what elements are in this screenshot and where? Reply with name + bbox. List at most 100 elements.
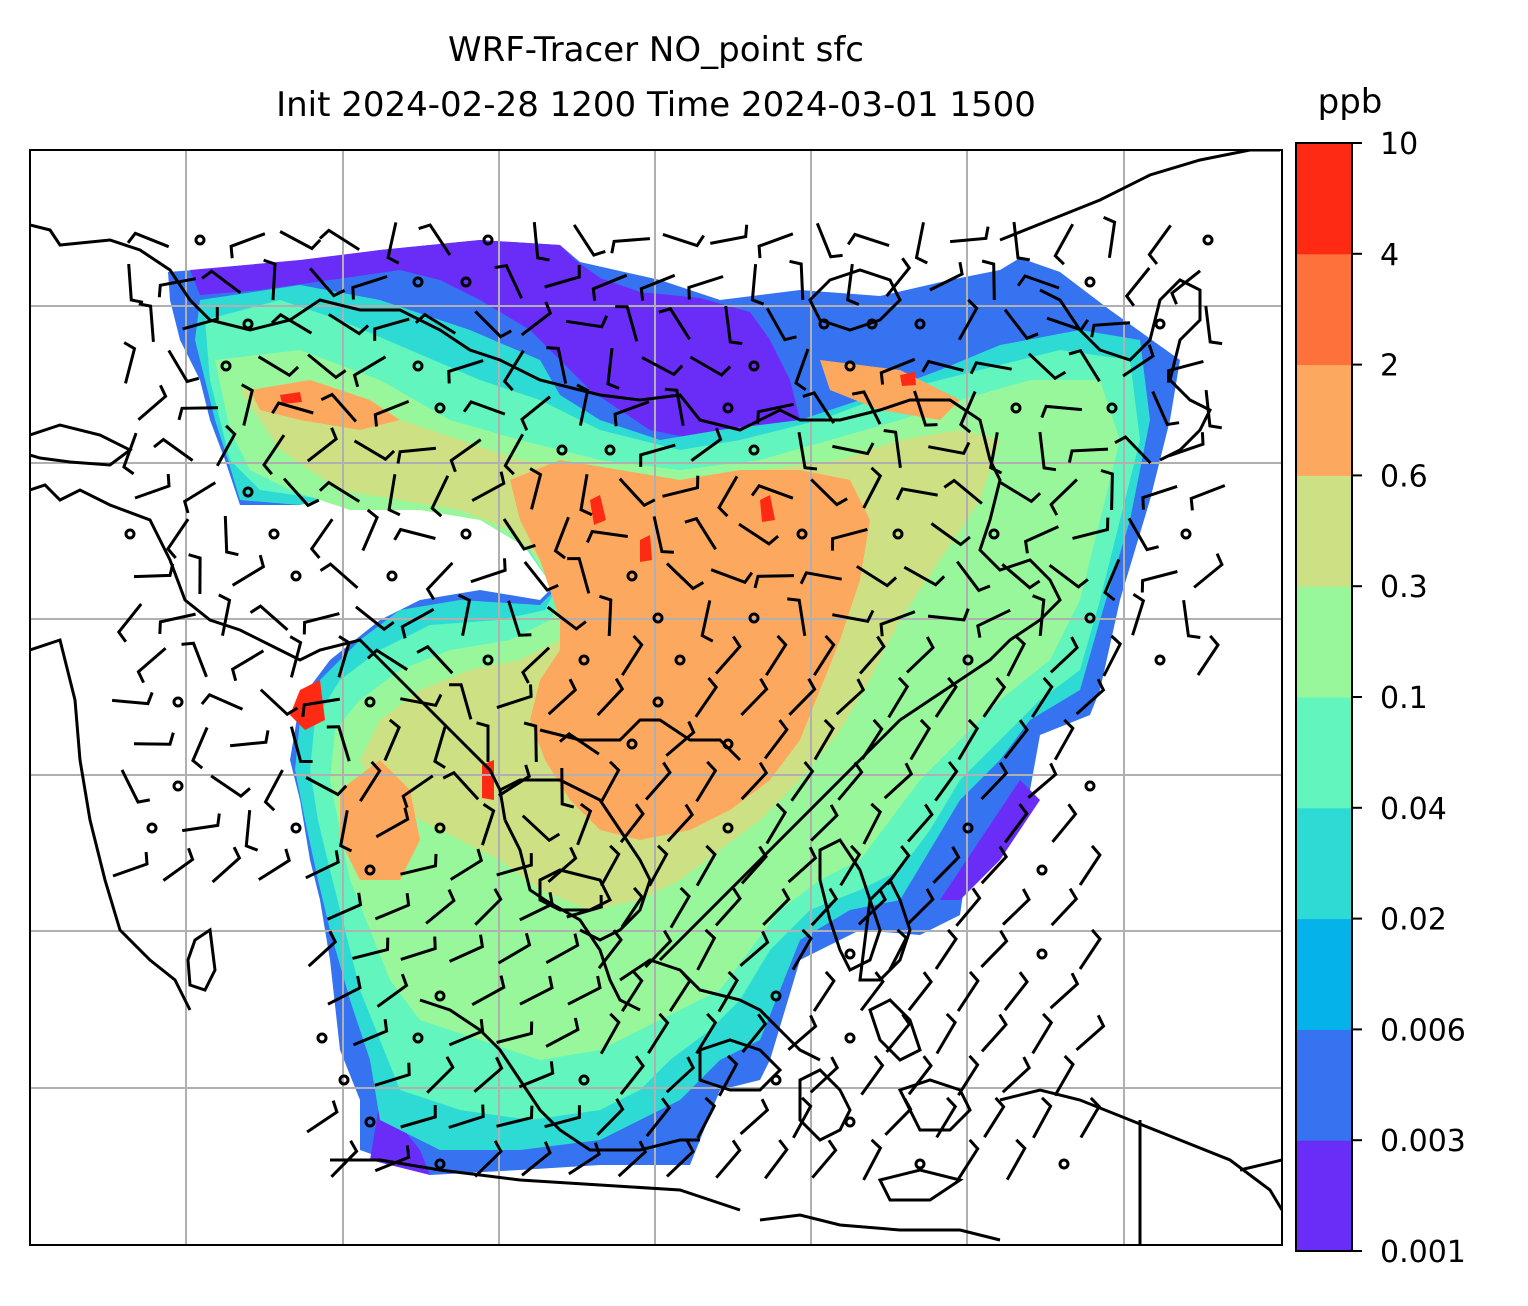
wind-barb [1031,1012,1054,1055]
wind-barb [763,719,789,760]
wind-barb [120,769,151,804]
wind-barb [200,692,244,711]
wind-barb [957,1138,980,1181]
wind-barb [138,302,155,343]
wind-barb [305,776,348,797]
calm-marker [844,1032,856,1044]
colorbar-segment [1296,475,1352,587]
wind-barb [620,886,644,928]
tracer-field [168,240,1180,1175]
wind-barb [884,1098,913,1136]
wind-barb [983,1096,1006,1139]
colorbar-segment [1296,364,1352,476]
wind-barb [448,1019,485,1047]
wind-barb [928,441,971,455]
wind-barb [289,726,313,763]
wind-barb [641,356,684,377]
wind-barb [835,678,866,716]
wind-barb [810,478,848,507]
wind-barb [400,936,437,961]
wind-barb [240,383,254,426]
wind-barb [181,641,208,678]
wind-barb [790,761,815,802]
colorbar-segment [1296,918,1352,1030]
wind-barb [1049,972,1080,1010]
wind-barb [658,307,691,341]
calm-marker [722,822,734,834]
wind-barb [354,605,395,632]
wind-barb [715,1139,742,1179]
wind-barb [883,762,914,800]
wind-barb [449,848,484,881]
wind-barb [1051,803,1078,843]
colorbar-ticks: 0.001 0.003 0.006 0.02 0.04 0.1 0.3 0.6 2 4 10 [1352,127,1466,1270]
colorbar-tick-label: 0.02 [1380,903,1447,938]
calm-marker [652,696,664,708]
calm-marker [604,444,616,456]
calm-marker [914,318,926,330]
wind-barb [318,228,361,251]
wind-barb [1001,563,1041,590]
tracer-band-2-c [250,380,400,430]
wind-barb [1016,274,1060,290]
wind-barb [879,357,916,385]
wind-barb [664,387,685,426]
wind-barb [496,684,533,710]
calm-marker [1036,864,1048,876]
wind-barb [696,928,717,971]
calm-marker [578,654,590,666]
wind-barb [230,649,265,682]
wind-barb [639,443,676,467]
wind-barb [352,937,390,960]
tracer-band-0.001-b [940,780,1040,900]
calm-marker [290,822,302,834]
wind-barb [572,224,606,257]
wind-barb [903,565,946,587]
wind-barb [211,846,242,884]
wind-barb [307,353,347,380]
calm-marker [1180,528,1192,540]
wind-barb [949,226,990,244]
calm-marker [412,1032,424,1044]
wind-barb [765,634,788,677]
wind-barb [710,224,749,245]
wind-barb [457,593,472,636]
wind-barb [1032,1096,1053,1139]
wind-barb [476,721,490,762]
wind-barb [794,348,810,392]
wind-barb [1079,1096,1101,1139]
wind-barb [374,893,411,921]
wind-barb [648,844,669,887]
wind-barb [812,970,836,1012]
colorbar-tick-label: 0.003 [1380,1124,1466,1159]
wind-barb [1006,634,1027,677]
wind-barb [425,561,454,601]
wind-barb [301,697,341,717]
wind-barb [695,1012,718,1055]
calm-marker [172,780,184,792]
wind-barb [1027,352,1067,381]
calm-marker [412,360,424,372]
wind-barb [956,560,991,593]
wind-barb [480,803,496,846]
wind-barb [414,312,457,335]
wind-barb [1067,447,1109,463]
wind-barb [229,730,270,748]
wind-barb [376,973,409,1008]
wind-barb [568,1142,601,1176]
wind-barb [792,1096,813,1139]
wind-barb [1027,762,1058,799]
colorbar-segment [1296,253,1352,366]
wind-barb [158,612,196,634]
wind-barb [739,930,770,967]
calm-marker [1058,1158,1070,1170]
calm-marker [124,528,136,540]
wind-barb [666,803,695,843]
calm-marker [722,738,734,750]
wind-barb [1049,636,1079,674]
wind-barb [523,721,538,763]
calm-marker [844,1116,856,1128]
calm-marker [1106,402,1118,414]
wind-barb [700,600,714,643]
